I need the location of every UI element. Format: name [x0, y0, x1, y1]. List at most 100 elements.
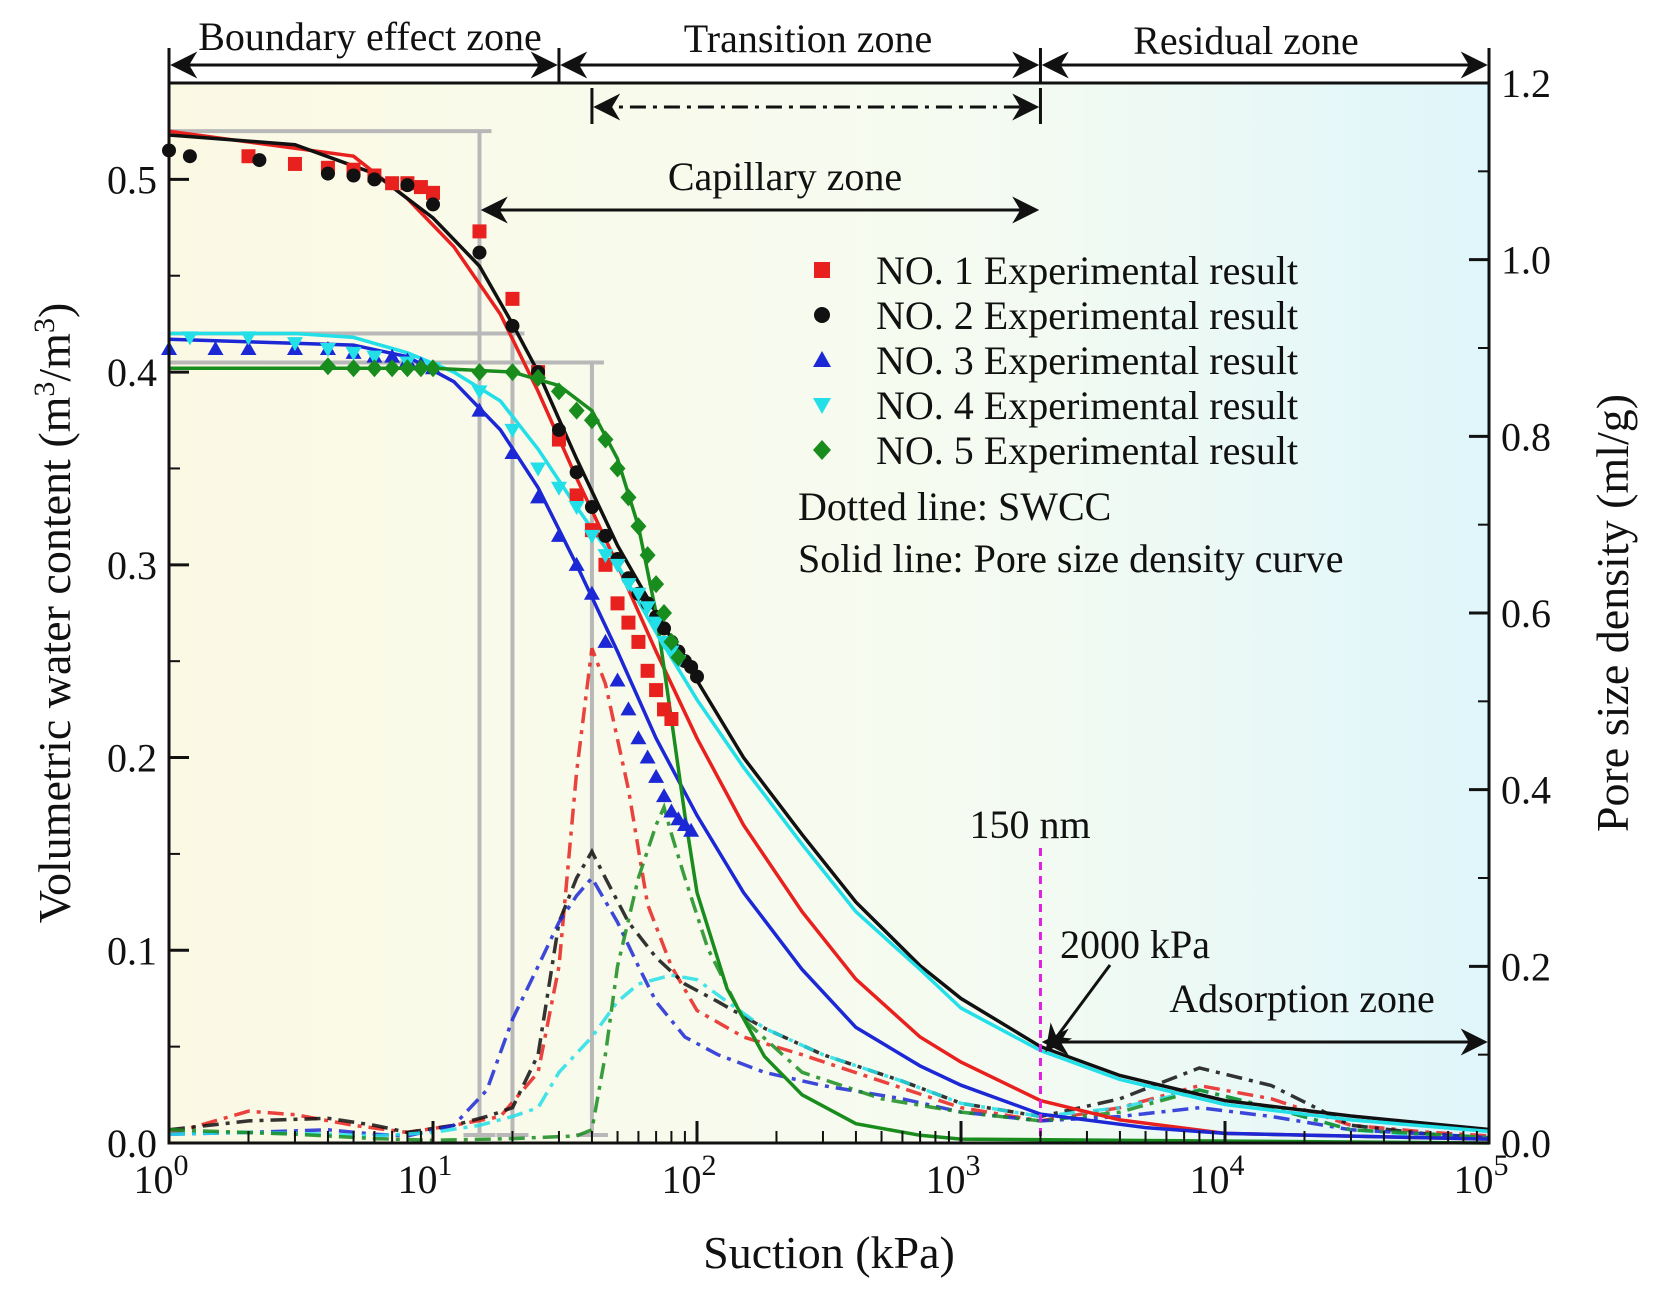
marker-circle [182, 149, 197, 164]
kpa-label: 2000 kPa [1060, 922, 1210, 967]
marker-triangle-down [286, 337, 303, 352]
marker-triangle-down [609, 558, 626, 573]
x-tick-base: 10 [662, 1157, 702, 1202]
marker-triangle-up [384, 348, 401, 363]
marker-triangle-down [240, 331, 257, 346]
marker-circle [252, 153, 267, 168]
marker-triangle-up [550, 527, 567, 542]
kpa-pointer-arrow [1045, 964, 1112, 1053]
x-tick-label: 105 [1454, 1149, 1509, 1202]
nm-label: 150 nm [969, 802, 1090, 847]
y-axis-left-title: Volumetric water content (m3/m3) [28, 303, 80, 924]
x-tick-exp: 5 [1494, 1149, 1509, 1182]
marker-triangle-down [366, 350, 383, 365]
marker-circle [690, 669, 704, 684]
y-ticks-right-layer: 0.0 0.2 0.4 0.6 0.8 1.0 1.2 [1469, 61, 1551, 1166]
x-tick-base: 10 [134, 1157, 174, 1202]
marker-circle [505, 318, 520, 333]
x-tick-base: 10 [926, 1157, 966, 1202]
marker-triangle-down [583, 529, 600, 544]
y-left-tick-label: 0.1 [107, 928, 157, 973]
marker-diamond [639, 546, 656, 565]
marker-diamond [648, 575, 665, 594]
marker-diamond [620, 488, 637, 507]
marker-circle [367, 172, 382, 187]
marker-triangle-up [656, 788, 673, 803]
zone-label-residual: Residual zone [1133, 18, 1359, 63]
x-ticks-layer: 100 101 102 103 104 105 [134, 1121, 1509, 1202]
marker-triangle-down [630, 587, 647, 602]
marker-square [426, 185, 440, 200]
y-right-tick-label: 1.2 [1501, 61, 1551, 106]
marker-square [598, 557, 613, 572]
marker-square [631, 634, 646, 649]
y-left-title-sup2: 3 [28, 318, 61, 333]
marker-square [569, 488, 584, 503]
psd-curve [168, 874, 1490, 1140]
zone-label-capillary: Capillary zone [668, 154, 902, 199]
marker-square [385, 176, 400, 191]
y-axis-right-title: Pore size density (ml/g) [1587, 394, 1638, 832]
legend-entry-label: NO. 5 Experimental result [876, 428, 1298, 473]
marker-square [649, 683, 664, 698]
marker-square [621, 615, 636, 630]
marker-square [640, 663, 655, 678]
marker-triangle-up [630, 730, 647, 745]
marker-square [287, 156, 302, 171]
y-left-title-sup1: 3 [28, 382, 61, 397]
y-right-tick-label: 0.2 [1501, 944, 1551, 989]
marker-diamond [425, 359, 441, 378]
x-tick-label: 103 [926, 1149, 981, 1202]
marker-circle [569, 465, 584, 480]
marker-triangle-up [648, 768, 665, 783]
marker-triangle-up [663, 803, 680, 818]
marker-triangle-up [240, 340, 257, 355]
marker-diamond [345, 359, 362, 378]
marker-triangle-down [319, 342, 336, 357]
marker-diamond [530, 368, 547, 387]
marker-triangle-down [504, 423, 521, 438]
marker-diamond [412, 359, 429, 378]
marker-triangle-up [597, 633, 614, 648]
marker-diamond [609, 459, 626, 478]
marker-circle [584, 500, 599, 514]
plot-background [169, 83, 1489, 1143]
marker-triangle-up [504, 445, 521, 460]
x-tick-label: 104 [1190, 1149, 1245, 1202]
x-tick-exp: 1 [438, 1149, 453, 1182]
marker-triangle-up [609, 672, 626, 687]
x-tick-base: 10 [1190, 1157, 1230, 1202]
marker-square [551, 432, 566, 447]
x-tick-label: 102 [662, 1149, 717, 1202]
x-tick-base: 10 [1454, 1157, 1494, 1202]
marker-circle [657, 621, 672, 636]
marker-diamond [583, 411, 600, 430]
y-left-tick-label: 0.3 [107, 543, 157, 588]
marker-circle [320, 166, 335, 181]
marker-diamond [399, 359, 416, 378]
marker-triangle-up [568, 556, 585, 571]
marker-diamond [597, 430, 614, 449]
marker-triangle-down [648, 616, 665, 631]
marker-circle [598, 528, 613, 543]
y-ticks-left-layer: 0.0 0.1 0.2 0.3 0.4 0.5 [107, 157, 189, 1166]
x-tick-exp: 4 [1230, 1149, 1245, 1182]
marker-triangle-up [639, 749, 656, 764]
x-tick-label: 101 [398, 1149, 453, 1202]
zone-label-boundary: Boundary effect zone [198, 14, 542, 59]
marker-square [241, 149, 256, 164]
marker-triangle-up [471, 402, 488, 417]
y-left-tick-label: 0.2 [107, 736, 157, 781]
marker-circle [814, 307, 830, 323]
legend-note: Dotted line: SWCC [798, 484, 1111, 529]
legend-note: Solid line: Pore size density curve [798, 536, 1343, 581]
marker-triangle-down [568, 501, 585, 515]
y-right-tick-label: 0.0 [1501, 1121, 1551, 1166]
marker-triangle-down [813, 398, 831, 414]
marker-circle [346, 168, 361, 183]
marker-circle [551, 422, 566, 437]
swcc-fit-curve [169, 331, 1490, 1134]
y-left-title-end: ) [29, 303, 80, 318]
y-left-tick-label: 0.5 [107, 157, 157, 202]
